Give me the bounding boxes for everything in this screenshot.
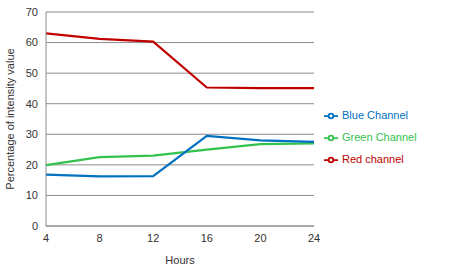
svg-text:20: 20 [26, 159, 38, 171]
html-text:Blue Channel: Blue Channel [342, 109, 409, 121]
svg-text:Percentage of intensity value: Percentage of intensity value [8, 48, 16, 189]
svg-text:60: 60 [26, 36, 38, 48]
html-text:Red channel: Red channel [342, 153, 404, 165]
svg-text:4: 4 [43, 232, 49, 244]
html-text:Green Channel: Green Channel [342, 131, 417, 143]
svg-text:12: 12 [147, 232, 159, 244]
svg-text:10: 10 [26, 189, 38, 201]
svg-text:30: 30 [26, 128, 38, 140]
svg-text:Hours: Hours [165, 254, 195, 266]
svg-text:20: 20 [254, 232, 266, 244]
svg-text:16: 16 [201, 232, 213, 244]
svg-text:50: 50 [26, 67, 38, 79]
svg-text:24: 24 [308, 232, 320, 244]
svg-text:70: 70 [26, 6, 38, 18]
svg-text:40: 40 [26, 98, 38, 110]
svg-text:0: 0 [32, 220, 38, 232]
svg-text:8: 8 [97, 232, 103, 244]
